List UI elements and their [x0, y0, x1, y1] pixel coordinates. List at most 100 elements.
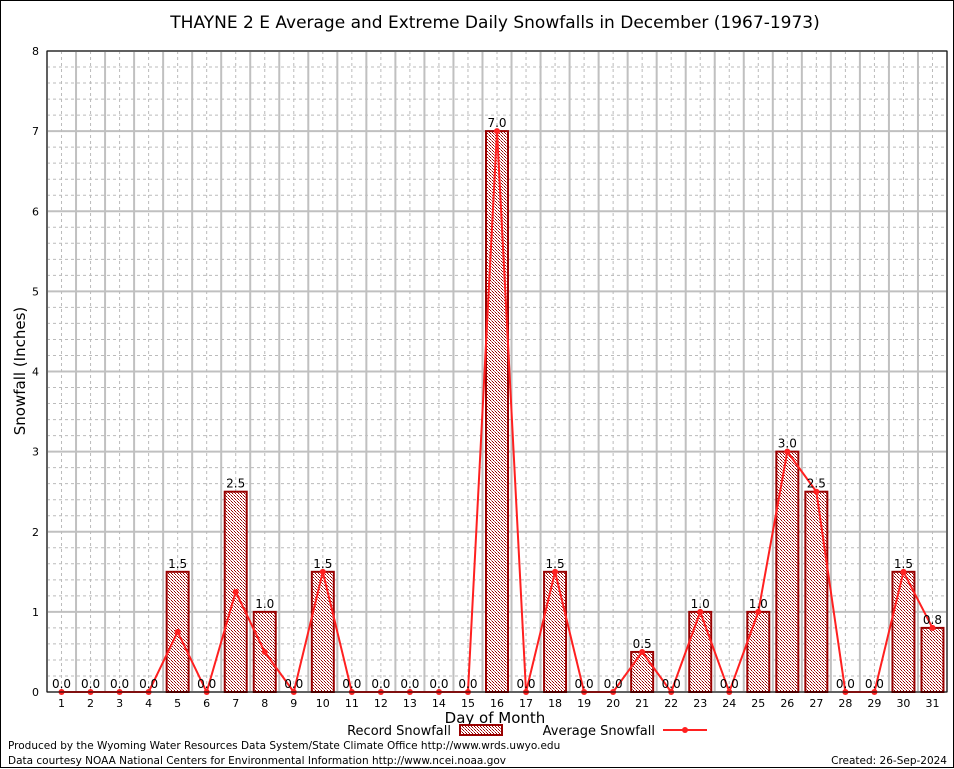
- x-tick-label: 24: [722, 697, 736, 710]
- record-value-label: 1.5: [313, 557, 332, 571]
- record-value-label: 0.0: [342, 677, 361, 691]
- record-value-label: 7.0: [487, 116, 506, 130]
- record-bar: [804, 490, 829, 693]
- average-point: [697, 608, 704, 615]
- record-bar: [485, 130, 509, 693]
- average-point: [552, 568, 559, 575]
- y-tick-label: 5: [32, 285, 39, 298]
- average-point: [232, 588, 239, 595]
- record-value-label: 1.0: [691, 597, 710, 611]
- x-tick-label: 7: [232, 697, 239, 710]
- record-value-label: 1.0: [255, 597, 274, 611]
- average-point: [639, 648, 646, 655]
- y-tick-label: 2: [32, 526, 39, 539]
- y-tick-label: 6: [32, 205, 39, 218]
- x-tick-label: 10: [316, 697, 330, 710]
- x-tick-label: 25: [751, 697, 765, 710]
- legend-average-marker: [682, 727, 688, 733]
- footer-created: Created: 26-Sep-2024: [831, 755, 947, 767]
- x-tick-label: 5: [174, 697, 181, 710]
- average-point: [261, 648, 268, 655]
- record-bar: [920, 626, 945, 694]
- average-point: [784, 448, 791, 455]
- record-bar: [630, 650, 655, 693]
- legend-record-label: Record Snowfall: [347, 724, 451, 739]
- footer-produced: Produced by the Wyoming Water Resources …: [8, 740, 560, 752]
- record-bar: [688, 610, 713, 693]
- record-bar: [746, 610, 771, 693]
- x-tick-label: 28: [838, 697, 852, 710]
- x-tick-label: 22: [664, 697, 678, 710]
- y-tick-label: 0: [32, 686, 39, 699]
- record-value-label: 0.0: [400, 677, 419, 691]
- x-tick-label: 29: [867, 697, 881, 710]
- record-value-label: 0.0: [604, 677, 623, 691]
- legend: Record Snowfall Average Snowfall: [347, 724, 707, 739]
- x-tick-label: 27: [809, 697, 823, 710]
- y-tick-label: 1: [32, 606, 39, 619]
- average-point: [494, 128, 500, 135]
- average-point: [755, 608, 762, 615]
- legend-average-label: Average Snowfall: [543, 724, 655, 739]
- y-tick-label: 7: [32, 125, 39, 138]
- average-point: [319, 568, 326, 575]
- x-axis-label: Day of Month: [445, 709, 546, 727]
- record-value-label: 0.0: [865, 677, 884, 691]
- record-value-label: 1.5: [546, 557, 565, 571]
- record-bar: [310, 570, 335, 693]
- record-value-label: 0.0: [197, 677, 216, 691]
- x-tick-label: 30: [896, 697, 910, 710]
- average-point: [813, 488, 820, 495]
- x-tick-label: 16: [490, 697, 504, 710]
- record-bar: [891, 570, 916, 693]
- x-tick-label: 26: [780, 697, 794, 710]
- average-point: [174, 628, 181, 635]
- x-tick-label: 4: [145, 697, 152, 710]
- x-tick-label: 2: [87, 697, 94, 710]
- x-tick-label: 21: [635, 697, 649, 710]
- x-tick-label: 8: [261, 697, 268, 710]
- record-value-label: 0.0: [81, 677, 100, 691]
- record-bar: [775, 450, 800, 693]
- record-value-label: 0.0: [662, 677, 681, 691]
- record-value-label: 2.5: [226, 477, 245, 491]
- record-value-label: 0.8: [923, 613, 942, 627]
- average-point: [900, 568, 907, 575]
- record-value-label: 1.0: [749, 597, 768, 611]
- record-value-label: 0.0: [429, 677, 448, 691]
- record-value-label: 0.0: [516, 677, 535, 691]
- x-tick-label: 15: [461, 697, 475, 710]
- record-value-label: 2.5: [807, 477, 826, 491]
- x-tick-label: 11: [345, 697, 359, 710]
- legend-record-swatch: [459, 724, 503, 736]
- x-tick-label: 20: [606, 697, 620, 710]
- footer-courtesy: Data courtesy NOAA National Centers for …: [8, 755, 506, 767]
- y-tick-label: 3: [32, 446, 39, 459]
- record-value-label: 0.0: [371, 677, 390, 691]
- record-value-label: 0.0: [110, 677, 129, 691]
- record-value-label: 0.0: [836, 677, 855, 691]
- x-tick-label: 1: [58, 697, 65, 710]
- x-tick-label: 18: [548, 697, 562, 710]
- record-value-label: 3.0: [778, 437, 797, 451]
- plot-frame: [46, 50, 948, 693]
- y-tick-label: 4: [32, 366, 39, 379]
- record-value-label: 0.0: [458, 677, 477, 691]
- record-value-label: 0.0: [52, 677, 71, 691]
- record-value-label: 0.5: [633, 637, 652, 651]
- x-tick-label: 23: [693, 697, 707, 710]
- y-tick-label: 8: [32, 45, 39, 58]
- x-tick-label: 19: [577, 697, 591, 710]
- x-tick-label: 17: [519, 697, 533, 710]
- record-value-label: 0.0: [284, 677, 303, 691]
- average-point: [929, 624, 936, 631]
- y-axis-label: Snowfall (Inches): [11, 307, 29, 435]
- record-value-label: 1.5: [168, 557, 187, 571]
- x-tick-label: 6: [203, 697, 210, 710]
- record-value-label: 0.0: [575, 677, 594, 691]
- x-tick-label: 14: [432, 697, 446, 710]
- record-value-label: 1.5: [894, 557, 913, 571]
- chart-title: THAYNE 2 E Average and Extreme Daily Sno…: [169, 13, 819, 33]
